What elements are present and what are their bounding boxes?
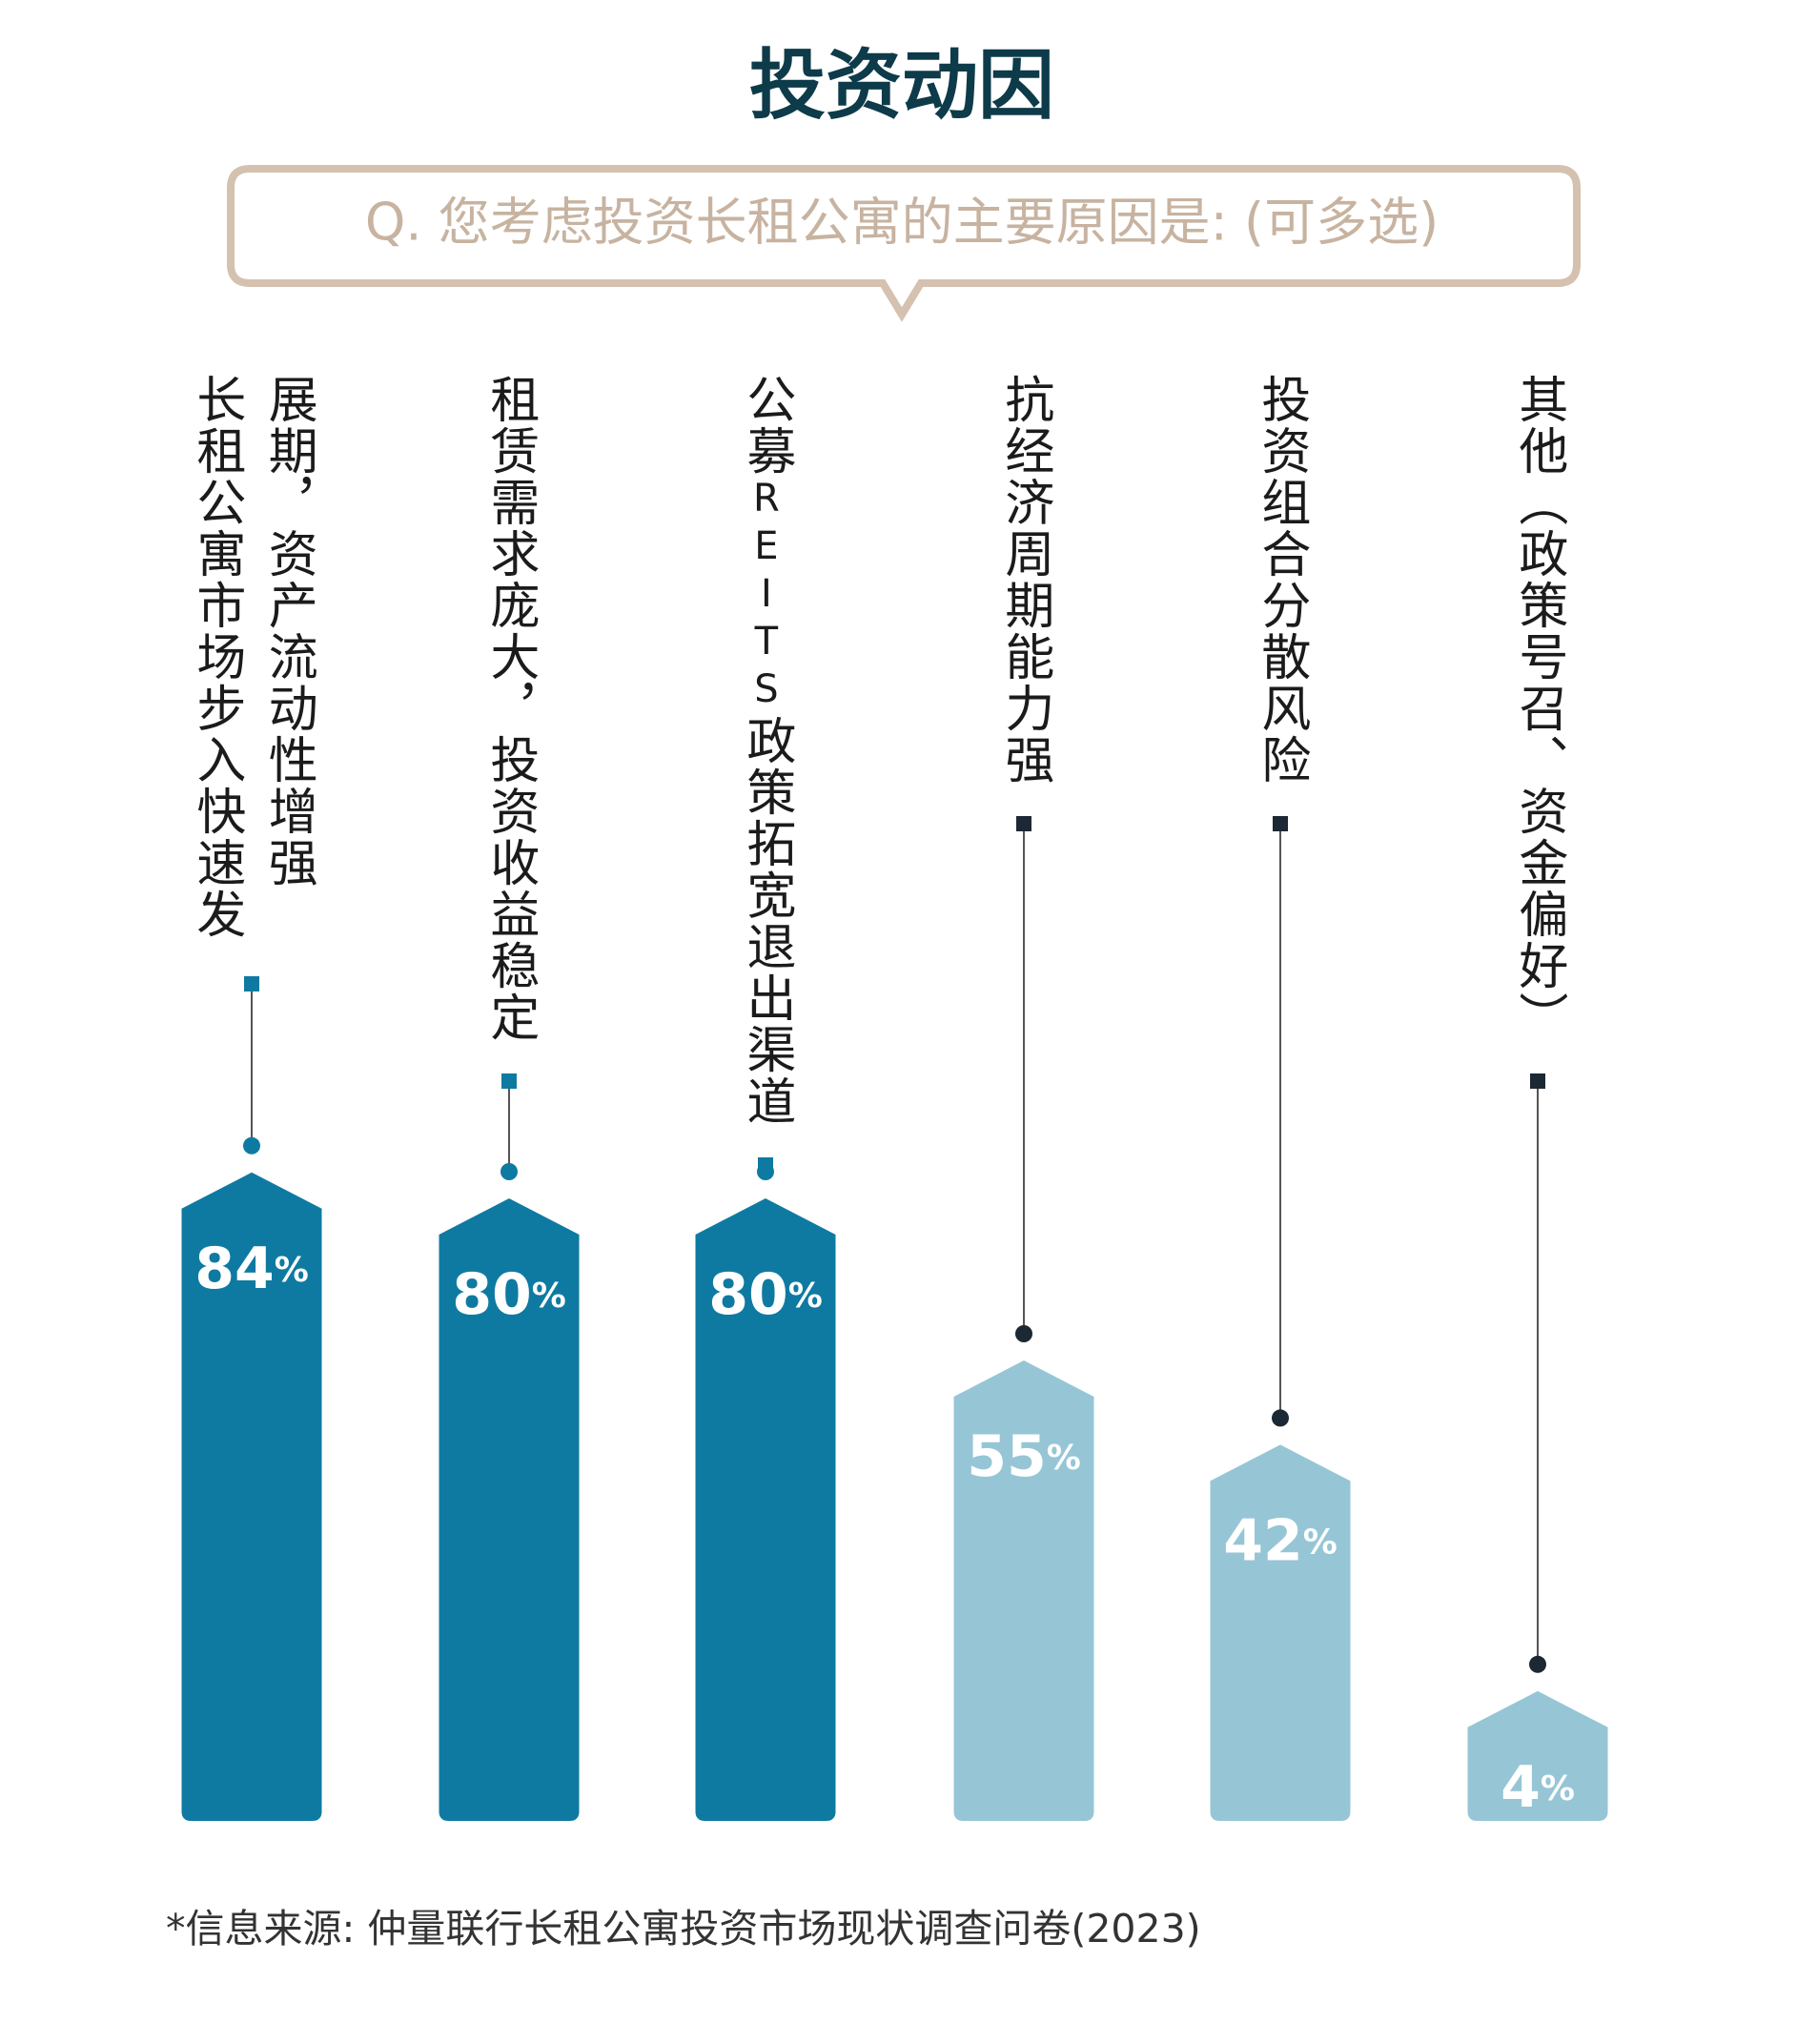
speech-bubble [227,165,1581,322]
connector-dot [757,1163,774,1180]
category-label: 租赁需求庞大，投资收益稳定 [480,374,539,1043]
connector-square [501,1073,517,1089]
value-number: 80 [708,1261,788,1328]
value-number: 80 [452,1261,532,1328]
connector-dot [1272,1409,1289,1427]
connector-dot [500,1163,518,1180]
bar [695,1198,836,1821]
connector-square [1016,816,1031,831]
connector-dot [1529,1655,1546,1673]
category-label: 抗经济周期能力强 [995,374,1053,786]
value-label: 84% [194,1235,309,1301]
value-unit: % [788,1277,823,1316]
connector-dot [1015,1325,1032,1342]
connector-square [1273,816,1288,831]
value-label: 4% [1501,1753,1575,1820]
bar [1467,1690,1608,1821]
value-number: 55 [967,1423,1047,1490]
bar [953,1360,1094,1821]
source-note: *信息来源: 仲量联行长租公寓投资市场现状调查问卷(2023) [166,1906,1201,1952]
category-label: 投资组合分散风险 [1252,374,1310,786]
bar [181,1172,322,1821]
chart-title: 投资动因 [749,41,1054,130]
connector-square [1530,1073,1545,1089]
value-number: 4 [1501,1753,1541,1820]
value-unit: % [1541,1769,1575,1809]
value-unit: % [1047,1439,1081,1478]
value-label: 80% [452,1261,566,1328]
bar [439,1198,580,1821]
value-number: 42 [1223,1507,1303,1574]
value-label: 42% [1223,1507,1338,1574]
bar [1210,1444,1351,1821]
value-unit: % [275,1251,309,1290]
connector-dot [243,1136,260,1155]
value-unit: % [532,1277,566,1316]
value-number: 84 [194,1235,275,1301]
category-label: 长租公寓市场步入快速发展期，资产流动性增强 [187,374,317,940]
connector-square [244,976,259,991]
value-unit: % [1303,1523,1338,1562]
value-label: 55% [967,1423,1081,1490]
value-label: 80% [708,1261,823,1328]
category-label: 公募REITS政策拓宽退出渠道 [737,374,795,1127]
category-label: 其他（政策号召、资金偏好） [1509,374,1567,1043]
subtitle: Q. 您考虑投资长租公寓的主要原因是: (可多选) [365,193,1439,253]
